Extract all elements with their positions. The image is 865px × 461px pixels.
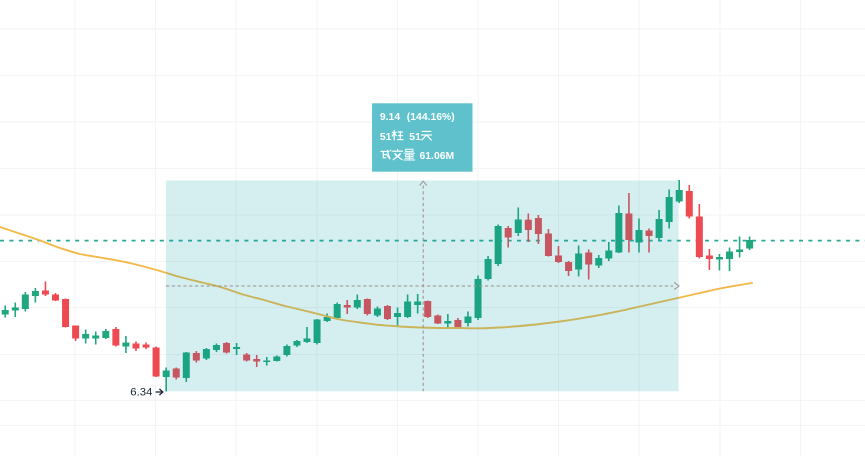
- svg-text:51: 51: [409, 132, 421, 143]
- svg-text:51: 51: [380, 132, 392, 143]
- svg-text:9.14: 9.14: [380, 112, 400, 123]
- svg-text:(144.16%): (144.16%): [407, 112, 455, 123]
- svg-text:61.06M: 61.06M: [420, 151, 455, 162]
- svg-text:6.34: 6.34: [130, 386, 152, 398]
